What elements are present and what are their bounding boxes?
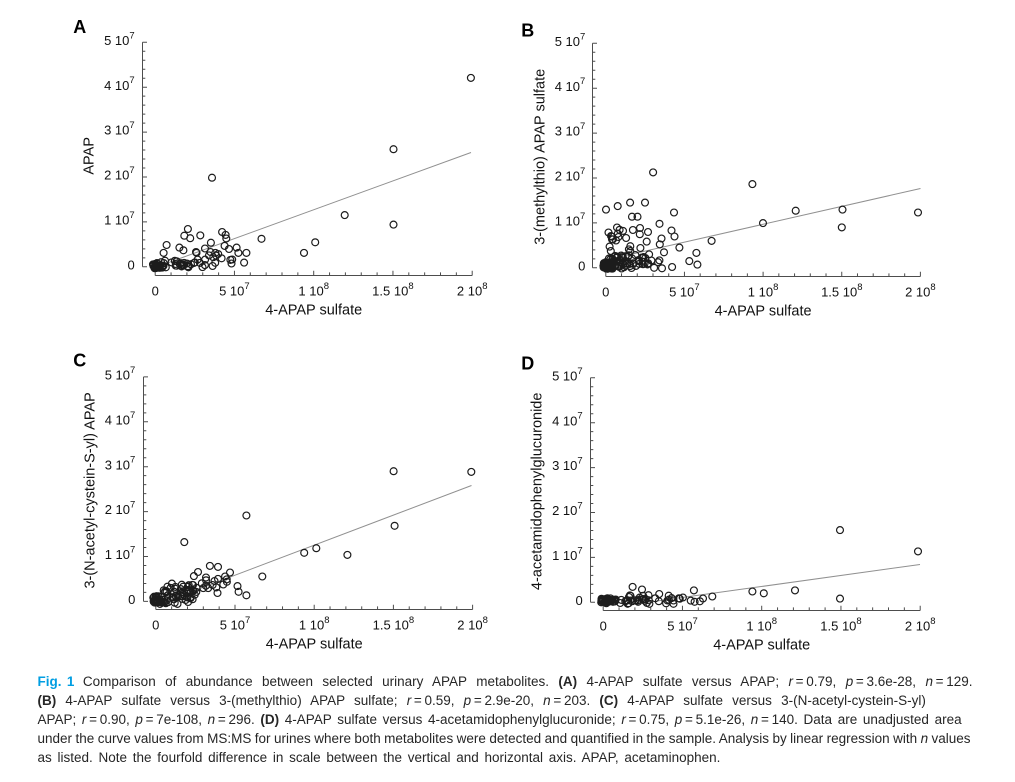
svg-text:1 108: 1 108 xyxy=(746,616,777,634)
svg-text:1 108: 1 108 xyxy=(298,281,329,299)
svg-text:C: C xyxy=(73,350,86,370)
svg-text:A: A xyxy=(73,17,86,37)
svg-text:5 107: 5 107 xyxy=(555,31,586,49)
svg-text:3-(N-acetyl-cystein-S-yl) APAP: 3-(N-acetyl-cystein-S-yl) APAP xyxy=(82,392,98,588)
svg-text:0: 0 xyxy=(578,258,585,273)
svg-text:2 108: 2 108 xyxy=(905,616,936,634)
svg-text:B: B xyxy=(521,20,534,40)
svg-text:4-APAP sulfate: 4-APAP sulfate xyxy=(713,637,810,653)
svg-text:2 107: 2 107 xyxy=(555,166,586,184)
svg-text:0: 0 xyxy=(128,592,135,607)
svg-text:5 107: 5 107 xyxy=(219,281,250,299)
svg-text:4-APAP sulfate: 4-APAP sulfate xyxy=(265,302,362,318)
svg-text:3 107: 3 107 xyxy=(105,455,136,473)
svg-text:5 107: 5 107 xyxy=(220,615,251,633)
svg-text:1 107: 1 107 xyxy=(104,210,135,228)
svg-text:5 107: 5 107 xyxy=(552,366,583,384)
svg-text:1.5 108: 1.5 108 xyxy=(373,615,414,633)
svg-text:0: 0 xyxy=(575,593,582,608)
svg-text:5 107: 5 107 xyxy=(669,282,700,300)
svg-text:0: 0 xyxy=(600,619,607,634)
svg-text:2 107: 2 107 xyxy=(552,500,583,518)
svg-text:5 107: 5 107 xyxy=(104,30,135,48)
svg-text:4-APAP sulfate: 4-APAP sulfate xyxy=(266,636,363,652)
svg-text:2 108: 2 108 xyxy=(457,615,488,633)
svg-text:0: 0 xyxy=(127,257,134,272)
svg-text:1 107: 1 107 xyxy=(105,545,136,563)
svg-text:3-(methylthio) APAP sulfate: 3-(methylthio) APAP sulfate xyxy=(532,69,548,245)
svg-text:3 107: 3 107 xyxy=(104,120,135,138)
svg-text:4 107: 4 107 xyxy=(552,411,583,429)
svg-text:0: 0 xyxy=(602,285,609,300)
svg-text:1 108: 1 108 xyxy=(299,615,330,633)
svg-text:1.5 108: 1.5 108 xyxy=(372,281,413,299)
svg-text:0: 0 xyxy=(152,284,159,299)
svg-text:0: 0 xyxy=(152,618,159,633)
svg-text:1 107: 1 107 xyxy=(555,211,586,229)
svg-text:1 107: 1 107 xyxy=(552,545,583,563)
svg-text:4 107: 4 107 xyxy=(105,410,136,428)
svg-text:2 107: 2 107 xyxy=(105,500,136,518)
svg-text:3 107: 3 107 xyxy=(555,121,586,139)
svg-text:4-APAP sulfate: 4-APAP sulfate xyxy=(715,303,812,319)
svg-text:3 107: 3 107 xyxy=(552,456,583,474)
svg-text:2 108: 2 108 xyxy=(905,282,936,300)
svg-text:APAP: APAP xyxy=(82,137,98,175)
svg-text:D: D xyxy=(521,354,534,374)
svg-text:4-acetamidophenylglucuronide: 4-acetamidophenylglucuronide xyxy=(530,393,546,591)
svg-text:4 107: 4 107 xyxy=(104,75,135,93)
svg-text:2 107: 2 107 xyxy=(104,165,135,183)
svg-text:2 108: 2 108 xyxy=(457,281,488,299)
svg-text:1 108: 1 108 xyxy=(748,282,779,300)
svg-text:5 107: 5 107 xyxy=(667,616,698,634)
svg-text:5 107: 5 107 xyxy=(105,365,136,383)
svg-text:1.5 108: 1.5 108 xyxy=(820,616,861,634)
svg-text:1.5 108: 1.5 108 xyxy=(821,282,862,300)
svg-text:4 107: 4 107 xyxy=(555,76,586,94)
